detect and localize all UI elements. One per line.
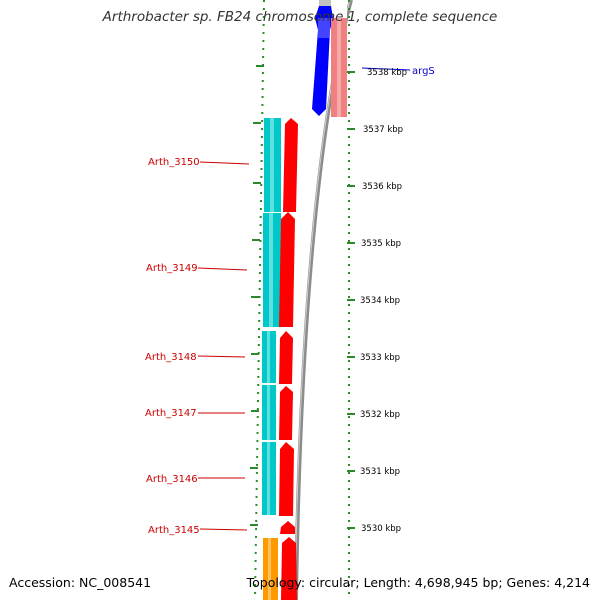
cds-forward-3[interactable]	[279, 331, 293, 384]
gene-label-arth-3150[interactable]: Arth_3150	[148, 157, 200, 168]
summary-label: Topology: circular; Length: 4,698,945 bp…	[246, 575, 590, 590]
cds-forward-5[interactable]	[279, 442, 294, 516]
forward-strand-features	[279, 118, 298, 600]
gene-label-arth-3145[interactable]: Arth_3145	[148, 525, 200, 536]
map-title: Arthrobacter sp. FB24 chromosome 1, comp…	[102, 9, 498, 25]
accession-label: Accession: NC_008541	[9, 575, 152, 590]
gene-label-arth-3149[interactable]: Arth_3149	[146, 263, 198, 274]
gene-label-arth-3148[interactable]: Arth_3148	[145, 352, 197, 363]
cds-forward-6[interactable]	[280, 521, 295, 534]
scale-labels: 3538 kbp 3537 kbp 3536 kbp 3535 kbp 3534…	[360, 68, 407, 534]
scale-label: 3530 kbp	[361, 524, 401, 534]
scale-label: 3535 kbp	[361, 239, 401, 249]
cds-forward-1[interactable]	[283, 118, 298, 212]
scale-label: 3534 kbp	[360, 296, 400, 306]
scale-label: 3532 kbp	[360, 410, 400, 420]
cds-forward-2[interactable]	[279, 212, 295, 327]
inner-ring-ticks	[250, 65, 264, 526]
args-leader	[361, 67, 411, 71]
gene-label-arth-3147[interactable]: Arth_3147	[145, 408, 197, 419]
outer-ring-ticks	[347, 71, 355, 529]
scale-label: 3538 kbp	[367, 68, 407, 78]
scale-label: 3531 kbp	[360, 467, 400, 477]
gene-labels: Arth_3150 Arth_3149 Arth_3148 Arth_3147 …	[145, 157, 200, 536]
args-features	[312, 0, 347, 117]
gene-label-arth-3146[interactable]: Arth_3146	[146, 474, 198, 485]
scale-label: 3533 kbp	[360, 353, 400, 363]
gene-label-args[interactable]: argS	[412, 66, 435, 77]
reverse-strand-features	[262, 118, 281, 600]
scale-label: 3536 kbp	[362, 182, 402, 192]
label-leaders	[197, 161, 250, 531]
scale-label: 3537 kbp	[363, 125, 403, 135]
cds-forward-4[interactable]	[279, 386, 293, 440]
cds-forward-7[interactable]	[281, 537, 297, 600]
